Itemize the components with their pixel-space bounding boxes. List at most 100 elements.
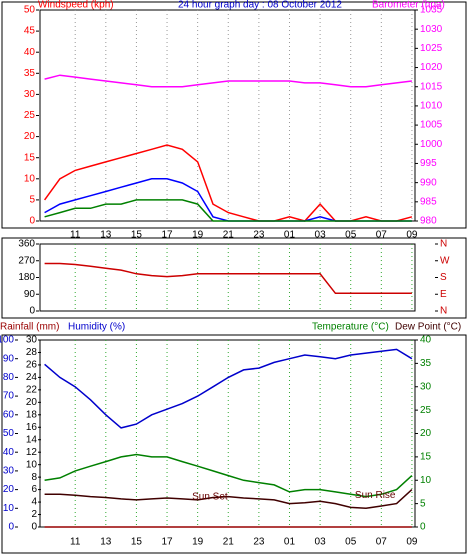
panel-frame bbox=[1, 1, 467, 229]
y-tick-label: 25 bbox=[24, 110, 36, 121]
y-tick-label: 50 bbox=[3, 428, 15, 439]
y-tick-label: 30 bbox=[3, 466, 15, 477]
x-tick-label: 07 bbox=[376, 537, 388, 548]
y-tick-label: 40 bbox=[3, 447, 15, 458]
axis-label: Windspeed (kph) bbox=[38, 0, 114, 11]
y-tick-label: 28 bbox=[26, 347, 38, 358]
x-tick-label: 15 bbox=[131, 230, 143, 241]
x-tick-label: 23 bbox=[253, 230, 265, 241]
x-tick-label: 17 bbox=[161, 230, 173, 241]
y-tick-label: 15 bbox=[24, 152, 36, 163]
y-tick-label: 0 bbox=[420, 522, 426, 533]
y-tick-label: 0 bbox=[29, 306, 35, 317]
y-tick-label: 985 bbox=[420, 196, 437, 207]
y-tick-label: 90 bbox=[3, 353, 15, 364]
y-tick-label: 270 bbox=[18, 255, 35, 266]
data-line bbox=[44, 262, 412, 295]
y-tick-label: 5 bbox=[29, 195, 35, 206]
y-tick-label: 16 bbox=[26, 422, 38, 433]
y-tick-label: N bbox=[440, 239, 447, 250]
y-tick-label: 1025 bbox=[420, 43, 443, 54]
y-tick-label: 0 bbox=[31, 522, 37, 533]
y-tick-label: 1035 bbox=[420, 5, 443, 16]
data-line bbox=[44, 74, 412, 88]
y-tick-label: W bbox=[440, 255, 450, 266]
x-tick-label: 11 bbox=[70, 537, 81, 548]
y-tick-label: 1010 bbox=[420, 101, 443, 112]
y-tick-label: 990 bbox=[420, 177, 437, 188]
y-tick-label: 4 bbox=[31, 497, 37, 508]
panel-frame bbox=[1, 334, 467, 554]
axis-label: Rainfall (mm) bbox=[0, 322, 59, 333]
axis-label: Dew Point (°C) bbox=[395, 322, 461, 333]
data-line bbox=[44, 489, 413, 510]
y-tick-label: 100 bbox=[0, 335, 14, 346]
y-tick-label: 14 bbox=[26, 434, 38, 445]
y-tick-label: 60 bbox=[3, 409, 15, 420]
y-tick-label: 360 bbox=[18, 239, 35, 250]
x-tick-label: 05 bbox=[345, 230, 357, 241]
x-tick-label: 23 bbox=[253, 537, 265, 548]
x-tick-label: 13 bbox=[100, 537, 112, 548]
x-tick-label: 05 bbox=[345, 537, 357, 548]
y-tick-label: 90 bbox=[24, 289, 36, 300]
x-tick-label: 19 bbox=[192, 230, 204, 241]
x-tick-label: 21 bbox=[223, 230, 235, 241]
y-tick-label: 0 bbox=[29, 216, 35, 227]
y-tick-label: 1015 bbox=[420, 81, 443, 92]
y-tick-label: S bbox=[440, 272, 447, 283]
y-tick-label: 12 bbox=[26, 447, 38, 458]
y-tick-label: 2 bbox=[31, 509, 37, 520]
plot-area bbox=[39, 243, 416, 312]
y-tick-label: 40 bbox=[24, 47, 36, 58]
y-tick-label: 1030 bbox=[420, 24, 443, 35]
x-tick-label: 15 bbox=[131, 537, 143, 548]
y-tick-label: 35 bbox=[420, 358, 432, 369]
y-tick-label: 10 bbox=[420, 475, 432, 486]
y-tick-label: 25 bbox=[420, 405, 432, 416]
axis-label: Humidity (%) bbox=[68, 322, 125, 333]
y-tick-label: 30 bbox=[26, 335, 38, 346]
y-tick-label: 20 bbox=[3, 484, 15, 495]
y-tick-label: 8 bbox=[31, 472, 37, 483]
y-tick-label: 80 bbox=[3, 372, 15, 383]
y-tick-label: 20 bbox=[26, 397, 38, 408]
y-tick-label: 6 bbox=[31, 484, 37, 495]
x-tick-label: 03 bbox=[315, 230, 327, 241]
x-tick-label: 09 bbox=[406, 230, 418, 241]
y-tick-label: 45 bbox=[24, 26, 36, 37]
y-tick-label: 10 bbox=[3, 503, 15, 514]
annotation: Sun Rise bbox=[355, 490, 396, 501]
x-tick-label: 19 bbox=[192, 537, 204, 548]
y-tick-label: 26 bbox=[26, 360, 38, 371]
x-tick-label: 01 bbox=[284, 537, 296, 548]
x-tick-label: 07 bbox=[376, 230, 388, 241]
y-tick-label: 18 bbox=[26, 409, 38, 420]
x-tick-label: 11 bbox=[70, 230, 81, 241]
y-tick-label: E bbox=[440, 289, 447, 300]
axis-label: Temperature (°C) bbox=[312, 322, 389, 333]
y-tick-label: 30 bbox=[420, 381, 432, 392]
x-tick-label: 03 bbox=[315, 537, 327, 548]
axis-label: Barometer (hpa) bbox=[372, 0, 445, 11]
y-tick-label: 1005 bbox=[420, 120, 443, 131]
y-tick-label: 15 bbox=[420, 452, 432, 463]
data-line bbox=[44, 348, 413, 429]
y-tick-label: 0 bbox=[8, 522, 14, 533]
x-tick-label: 01 bbox=[284, 230, 296, 241]
y-tick-label: 180 bbox=[18, 272, 35, 283]
y-tick-label: 10 bbox=[24, 173, 36, 184]
x-tick-label: 09 bbox=[406, 537, 418, 548]
y-tick-label: 995 bbox=[420, 158, 437, 169]
y-tick-label: 20 bbox=[24, 131, 36, 142]
y-tick-label: 40 bbox=[420, 335, 432, 346]
annotation: Sun Set bbox=[192, 491, 228, 502]
x-tick-label: 17 bbox=[161, 537, 173, 548]
y-tick-label: 30 bbox=[24, 89, 36, 100]
y-tick-label: 980 bbox=[420, 216, 437, 227]
data-line bbox=[44, 453, 413, 498]
y-tick-label: 22 bbox=[26, 385, 38, 396]
y-tick-label: 1000 bbox=[420, 139, 443, 150]
x-tick-label: 21 bbox=[223, 537, 235, 548]
